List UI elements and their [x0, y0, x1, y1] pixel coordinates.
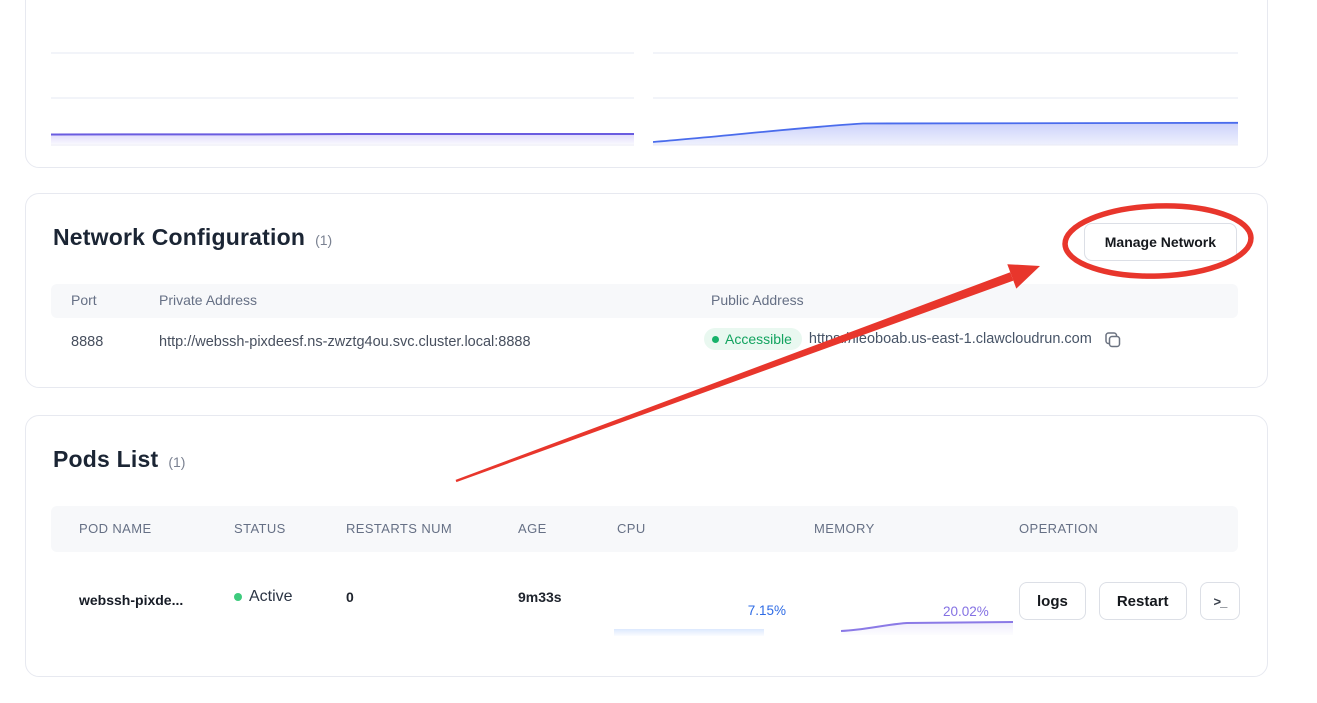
accessible-badge: Accessible	[704, 328, 802, 350]
pod-memory-sparkline	[840, 621, 1014, 635]
col-port: Port	[71, 292, 97, 308]
pod-cpu-value: 7.15%	[747, 603, 786, 618]
accessible-badge-label: Accessible	[725, 331, 792, 347]
terminal-icon: >_	[1213, 593, 1228, 609]
network-title: Network Configuration	[53, 224, 306, 250]
col-status: STATUS	[234, 521, 286, 536]
copy-button[interactable]	[1103, 330, 1122, 349]
active-status-dot-icon	[234, 593, 242, 601]
public-address-link[interactable]: https://ileoboab.us-east-1.clawcloudrun.…	[808, 331, 1092, 347]
metrics-charts-card	[25, 0, 1268, 168]
restart-button[interactable]: Restart	[1098, 582, 1187, 620]
network-count: (1)	[315, 232, 333, 248]
network-table-row: 8888 http://webssh-pixdeesf.ns-zwztg4ou.…	[51, 318, 1238, 374]
pod-cpu-sparkline	[614, 627, 764, 636]
private-address-value: http://webssh-pixdeesf.ns-zwztg4ou.svc.c…	[159, 334, 531, 350]
accessible-status-dot-icon	[712, 335, 719, 343]
pods-title: Pods List	[53, 446, 159, 472]
pod-restarts-value: 0	[346, 589, 354, 605]
terminal-button[interactable]: >_	[1199, 582, 1241, 620]
col-age: AGE	[518, 521, 547, 536]
pod-status-label: Active	[249, 588, 293, 605]
memory-usage-chart	[653, 52, 1238, 146]
copy-icon	[1105, 331, 1121, 347]
public-address-cell: Accessible https://ileoboab.us-east-1.cl…	[704, 328, 1122, 350]
pods-table-row: webssh-pixde... Active 0 9m33s 7.15%	[51, 566, 1241, 652]
pod-memory-value: 20.02%	[941, 604, 991, 619]
pod-operations: logs Restart >_	[1019, 582, 1241, 620]
cpu-usage-chart	[51, 52, 634, 146]
pods-count: (1)	[168, 454, 186, 470]
pods-list-card: Pods List (1) POD NAME STATUS RESTARTS N…	[25, 415, 1268, 677]
network-configuration-card: Network Configuration (1) Manage Network…	[25, 193, 1268, 388]
col-pod-name: POD NAME	[79, 521, 152, 536]
pods-table-header: POD NAME STATUS RESTARTS NUM AGE CPU MEM…	[51, 506, 1238, 552]
pod-name-value: webssh-pixde...	[79, 592, 184, 608]
col-public-address: Public Address	[711, 292, 804, 308]
pod-age-value: 9m33s	[518, 589, 562, 605]
col-private-address: Private Address	[159, 292, 258, 308]
pods-section-title: Pods List (1)	[53, 446, 185, 473]
col-cpu: CPU	[617, 521, 646, 536]
network-section-title: Network Configuration (1)	[53, 224, 332, 251]
col-restarts-num: RESTARTS NUM	[346, 521, 453, 536]
manage-network-button[interactable]: Manage Network	[1083, 223, 1237, 261]
col-memory: MEMORY	[814, 521, 875, 536]
network-table-header: Port Private Address Public Address	[51, 284, 1238, 318]
col-operation: OPERATION	[1019, 521, 1099, 536]
port-value: 8888	[71, 334, 104, 350]
pod-status-cell: Active	[234, 588, 293, 606]
logs-button[interactable]: logs	[1019, 582, 1086, 620]
